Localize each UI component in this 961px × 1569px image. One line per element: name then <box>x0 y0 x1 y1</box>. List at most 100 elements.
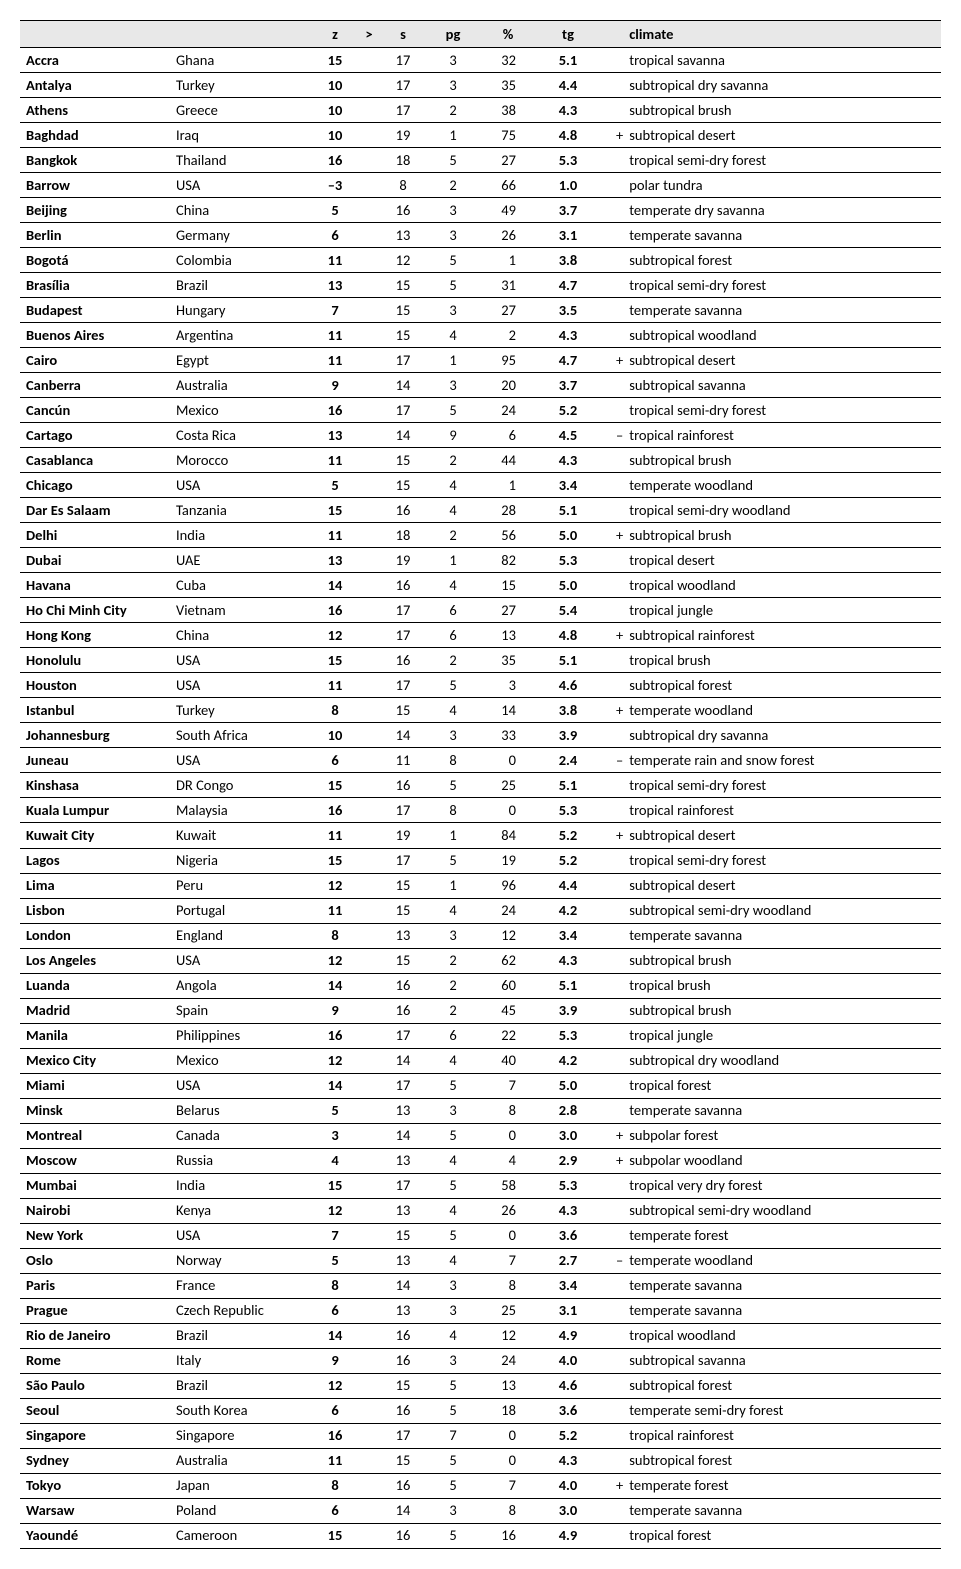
cell-city: Mumbai <box>20 1173 170 1198</box>
cell-prefix <box>598 248 623 273</box>
cell-climate: polar tundra <box>623 173 941 198</box>
cell-climate: temperate savanna <box>623 1498 941 1523</box>
cell-climate: tropical jungle <box>623 598 941 623</box>
cell-s: 17 <box>378 1023 428 1048</box>
cell-city: Rio de Janeiro <box>20 1323 170 1348</box>
cell-prefix <box>598 998 623 1023</box>
cell-prefix <box>598 673 623 698</box>
cell-tg: 3.6 <box>538 1223 598 1248</box>
cell-city: Madrid <box>20 998 170 1023</box>
cell-pg: 6 <box>428 1023 478 1048</box>
cell-s: 17 <box>378 98 428 123</box>
cell-climate: tropical jungle <box>623 1023 941 1048</box>
cell-climate: subtropical desert <box>623 823 941 848</box>
table-row: Kuwait CityKuwait11191845.2+subtropical … <box>20 823 941 848</box>
table-row: LondonEngland8133123.4temperate savanna <box>20 923 941 948</box>
cell-pg: 4 <box>428 1148 478 1173</box>
table-row: MinskBelarus513382.8temperate savanna <box>20 1098 941 1123</box>
cell-climate: temperate forest <box>623 1223 941 1248</box>
cell-gt <box>360 773 378 798</box>
cell-prefix: + <box>598 1123 623 1148</box>
cell-s: 16 <box>378 973 428 998</box>
cell-climate: subtropical semi-dry woodland <box>623 1198 941 1223</box>
cell-s: 15 <box>378 873 428 898</box>
cell-gt <box>360 1023 378 1048</box>
cell-pg: 3 <box>428 48 478 73</box>
cell-tg: 4.9 <box>538 1523 598 1548</box>
cell-pg: 5 <box>428 1073 478 1098</box>
cell-city: Rome <box>20 1348 170 1373</box>
cell-s: 17 <box>378 598 428 623</box>
cell-climate: subtropical woodland <box>623 323 941 348</box>
cell-tg: 5.3 <box>538 1023 598 1048</box>
cell-climate: tropical forest <box>623 1523 941 1548</box>
cell-z: 11 <box>310 248 360 273</box>
cell-city: Sydney <box>20 1448 170 1473</box>
cell-tg: 4.2 <box>538 898 598 923</box>
cell-gt <box>360 698 378 723</box>
cell-gt <box>360 148 378 173</box>
cell-city: Moscow <box>20 1148 170 1173</box>
cell-city: Montreal <box>20 1123 170 1148</box>
climate-data-table: z > s pg % tg climate AccraGhana15173325… <box>20 20 941 1549</box>
cell-city: Yaoundé <box>20 1523 170 1548</box>
cell-city: Minsk <box>20 1098 170 1123</box>
cell-z: 16 <box>310 598 360 623</box>
cell-city: Manila <box>20 1023 170 1048</box>
cell-city: Lima <box>20 873 170 898</box>
cell-z: 11 <box>310 323 360 348</box>
cell-gt <box>360 898 378 923</box>
cell-pct: 8 <box>478 1273 538 1298</box>
cell-country: Norway <box>170 1248 310 1273</box>
cell-country: Nigeria <box>170 848 310 873</box>
cell-prefix <box>598 148 623 173</box>
cell-tg: 5.3 <box>538 548 598 573</box>
header-s: s <box>378 21 428 48</box>
cell-tg: 3.0 <box>538 1498 598 1523</box>
cell-country: Morocco <box>170 448 310 473</box>
cell-pct: 3 <box>478 673 538 698</box>
cell-z: 12 <box>310 1198 360 1223</box>
cell-s: 16 <box>378 1348 428 1373</box>
cell-z: 11 <box>310 523 360 548</box>
cell-pct: 25 <box>478 1298 538 1323</box>
cell-s: 17 <box>378 73 428 98</box>
cell-prefix <box>598 1398 623 1423</box>
cell-s: 14 <box>378 373 428 398</box>
cell-city: Brasília <box>20 273 170 298</box>
cell-city: Barrow <box>20 173 170 198</box>
cell-city: Budapest <box>20 298 170 323</box>
cell-s: 13 <box>378 1098 428 1123</box>
cell-pct: 24 <box>478 1348 538 1373</box>
cell-prefix <box>598 198 623 223</box>
table-row: NairobiKenya12134264.3subtropical semi-d… <box>20 1198 941 1223</box>
cell-z: 8 <box>310 1273 360 1298</box>
cell-tg: 3.4 <box>538 473 598 498</box>
cell-country: Kuwait <box>170 823 310 848</box>
cell-country: USA <box>170 673 310 698</box>
cell-city: Johannesburg <box>20 723 170 748</box>
cell-s: 15 <box>378 298 428 323</box>
cell-pct: 7 <box>478 1073 538 1098</box>
cell-pg: 3 <box>428 1273 478 1298</box>
cell-gt <box>360 223 378 248</box>
cell-pct: 60 <box>478 973 538 998</box>
cell-pg: 8 <box>428 798 478 823</box>
cell-pct: 13 <box>478 1373 538 1398</box>
cell-country: Australia <box>170 1448 310 1473</box>
cell-z: 12 <box>310 1373 360 1398</box>
cell-pct: 20 <box>478 373 538 398</box>
cell-z: 16 <box>310 398 360 423</box>
cell-gt <box>360 748 378 773</box>
table-row: Rio de JaneiroBrazil14164124.9tropical w… <box>20 1323 941 1348</box>
cell-z: 12 <box>310 1048 360 1073</box>
table-row: CartagoCosta Rica1314964.5–tropical rain… <box>20 423 941 448</box>
cell-pg: 2 <box>428 448 478 473</box>
cell-pg: 9 <box>428 423 478 448</box>
cell-city: Paris <box>20 1273 170 1298</box>
table-row: JuneauUSA611802.4–temperate rain and sno… <box>20 748 941 773</box>
cell-pg: 2 <box>428 648 478 673</box>
cell-country: Brazil <box>170 273 310 298</box>
cell-country: Cameroon <box>170 1523 310 1548</box>
cell-tg: 4.4 <box>538 73 598 98</box>
